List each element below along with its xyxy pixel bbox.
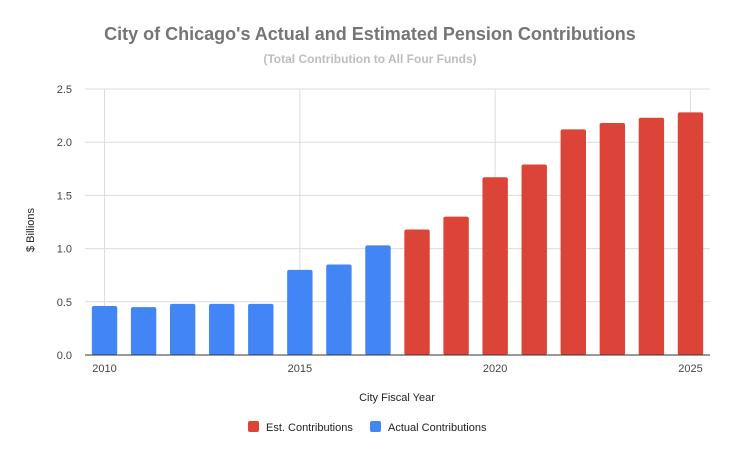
x-tick-label: 2025 bbox=[678, 363, 702, 375]
x-axis-label: City Fiscal Year bbox=[359, 392, 435, 404]
bar-est-contributions2020 bbox=[482, 177, 508, 355]
bar-actual-contributions2014 bbox=[248, 303, 274, 355]
bar-est-contributions2019 bbox=[443, 216, 469, 355]
chart-title: City of Chicago's Actual and Estimated P… bbox=[104, 24, 636, 44]
x-tick-label: 2015 bbox=[288, 363, 312, 375]
bar-est-contributions2025 bbox=[677, 112, 704, 356]
bar-est-contributions2023 bbox=[599, 123, 626, 355]
bar-est-contributions2022 bbox=[560, 129, 586, 355]
bar-actual-contributions2015 bbox=[287, 269, 313, 355]
bar-actual-contributions2010 bbox=[91, 306, 118, 355]
y-tick-label: 1.0 bbox=[57, 244, 72, 256]
bar-actual-contributions2016 bbox=[326, 264, 352, 355]
y-tick-label: 0.5 bbox=[57, 297, 72, 309]
y-tick-label: 1.5 bbox=[57, 190, 72, 202]
bar-actual-contributions2013 bbox=[209, 303, 235, 355]
x-axis-ticks: 2010 2015 2020 2025 bbox=[92, 363, 702, 375]
y-axis-label: $ Billions bbox=[25, 207, 37, 252]
bar-est-contributions2021 bbox=[521, 164, 547, 355]
y-axis-ticks: 0.0 0.5 1.0 1.5 2.0 2.5 bbox=[57, 84, 72, 362]
bar-est-contributions2018 bbox=[404, 229, 430, 355]
legend-swatch bbox=[248, 421, 259, 432]
chart-subtitle: (Total Contribution to All Four Funds) bbox=[263, 52, 476, 66]
bar-actual-contributions2017 bbox=[365, 245, 391, 355]
bar-est-contributions2024 bbox=[638, 117, 665, 355]
legend: Est. Contributions Actual Contributions bbox=[248, 421, 487, 434]
legend-label: Est. Contributions bbox=[266, 422, 353, 434]
y-tick-label: 2.5 bbox=[57, 84, 72, 96]
x-tick-label: 2010 bbox=[92, 363, 116, 375]
x-tick-label: 2020 bbox=[483, 363, 507, 375]
y-tick-label: 2.0 bbox=[57, 137, 72, 149]
y-tick-label: 0.0 bbox=[57, 350, 72, 362]
bar-actual-contributions2011 bbox=[130, 307, 157, 355]
bar-actual-contributions2012 bbox=[169, 303, 196, 355]
bars bbox=[91, 112, 704, 356]
legend-swatch bbox=[370, 421, 381, 432]
legend-label: Actual Contributions bbox=[388, 422, 487, 434]
